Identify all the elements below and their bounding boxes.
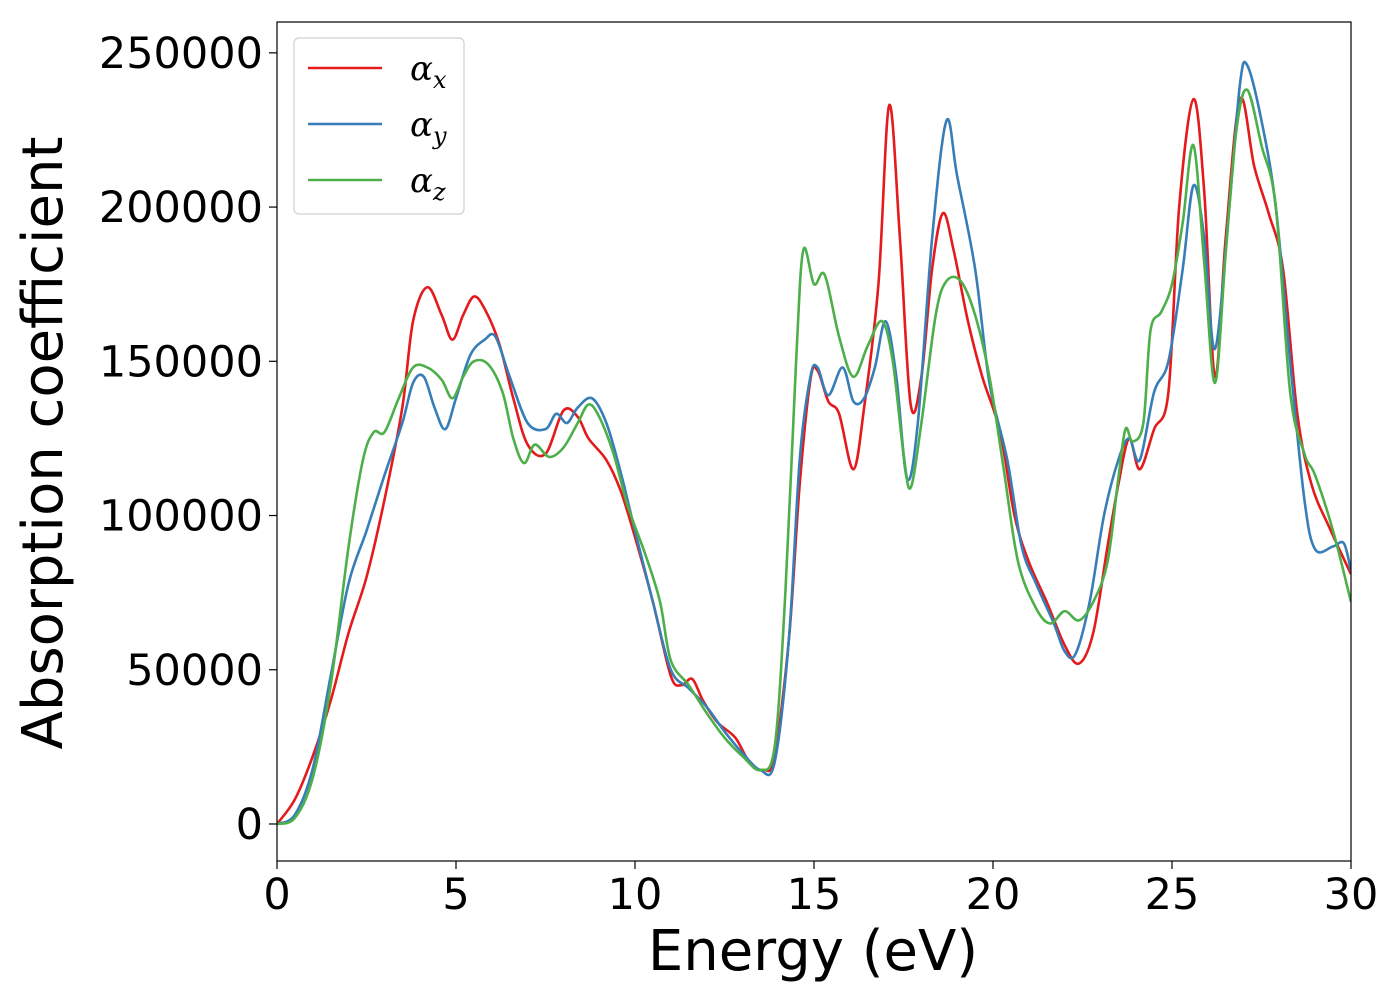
- x-tick-label: 20: [966, 870, 1021, 920]
- x-tick-label: 15: [787, 870, 842, 920]
- series-line-z: [277, 88, 1351, 826]
- series-line-x: [277, 96, 1351, 825]
- legend-box: [293, 37, 465, 215]
- x-tick-label: 10: [608, 870, 663, 920]
- y-tick-label: 250000: [99, 29, 263, 79]
- x-axis-label: Energy (eV): [648, 919, 978, 984]
- x-axis-ticks: 0 5 10 15 20 25 30: [263, 861, 1378, 920]
- y-axis-ticks: 0 50000 100000 150000 200000 250000: [99, 29, 277, 850]
- plot-frame: [276, 21, 1352, 862]
- y-tick-label: 150000: [99, 337, 263, 387]
- x-tick-label: 30: [1324, 870, 1379, 920]
- x-tick-label: 0: [263, 870, 290, 920]
- y-tick-label: 200000: [99, 183, 263, 233]
- y-axis-label: Absorption coefficient: [11, 137, 76, 750]
- y-tick-label: 50000: [126, 646, 263, 696]
- x-tick-label: 25: [1145, 870, 1200, 920]
- y-tick-label: 100000: [99, 492, 263, 542]
- y-tick-label: 0: [236, 800, 263, 850]
- series-line-y: [277, 60, 1351, 826]
- x-tick-label: 5: [442, 870, 469, 920]
- series-lines: [277, 60, 1351, 826]
